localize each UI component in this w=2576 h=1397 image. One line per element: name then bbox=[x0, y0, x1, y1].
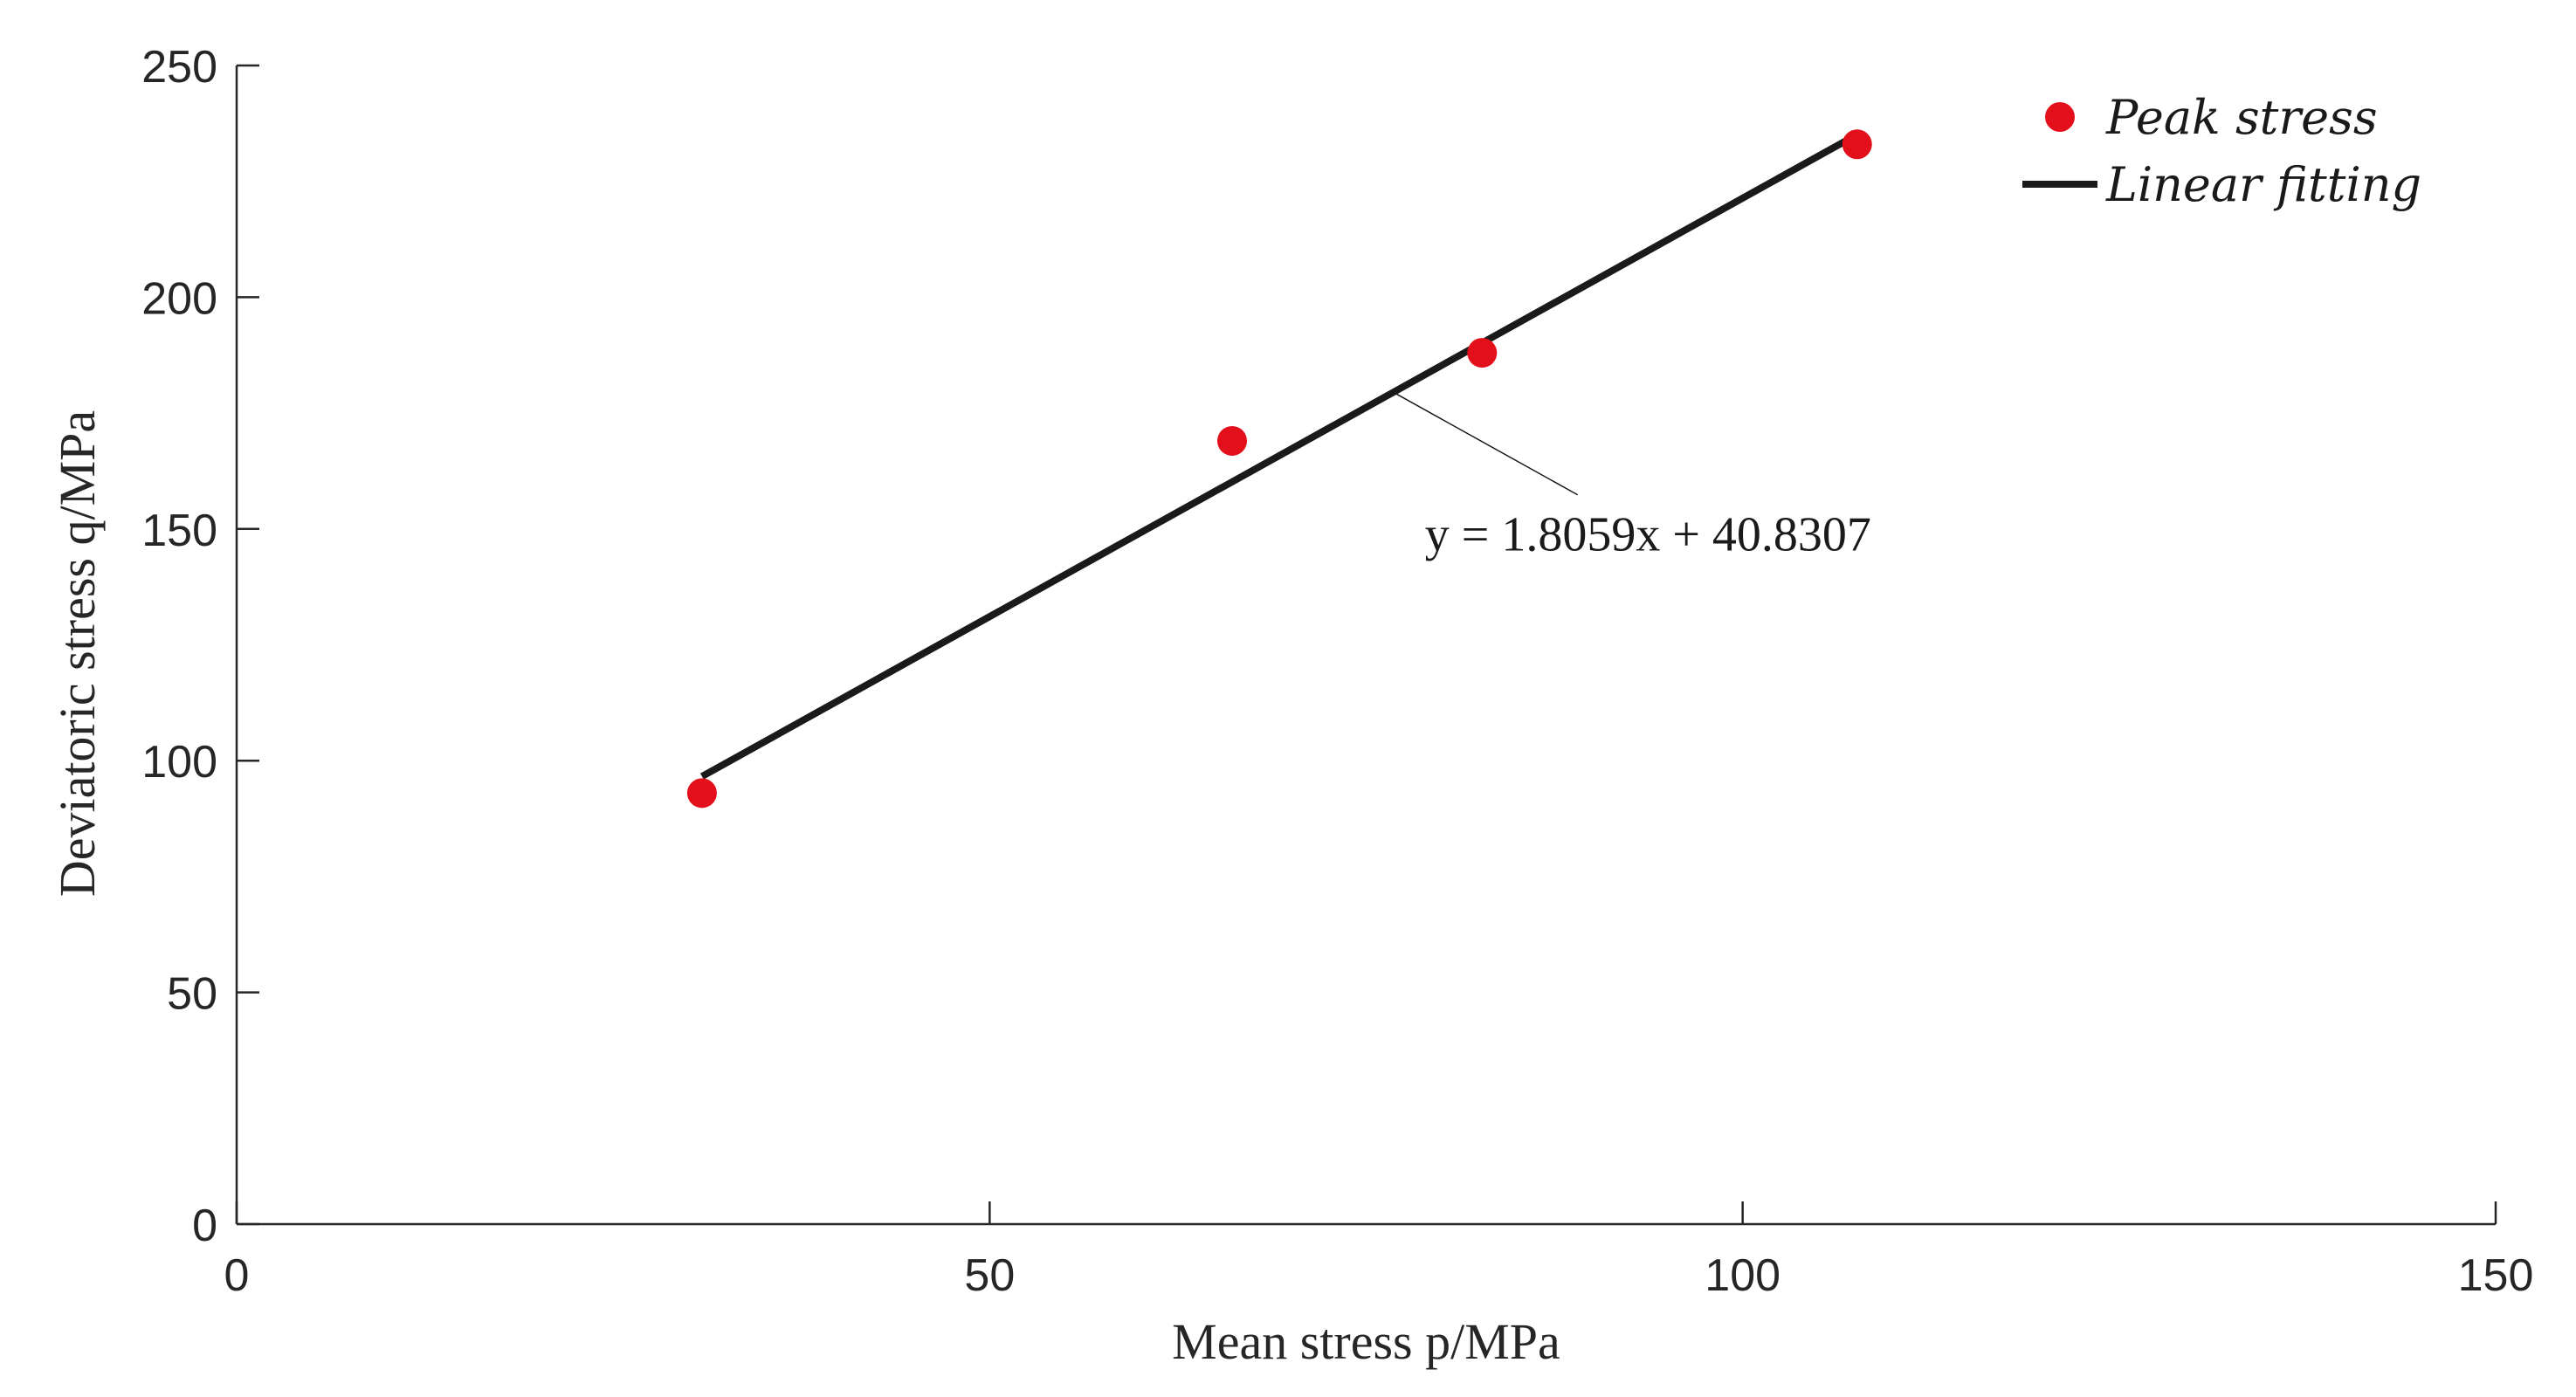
fit-line bbox=[699, 131, 1859, 780]
y-tick-label: 0 bbox=[192, 1201, 217, 1251]
data-point bbox=[1217, 425, 1248, 456]
y-ticks: 0 50 100 150 200 250 bbox=[141, 42, 259, 1251]
axes bbox=[235, 65, 2496, 1226]
data-point bbox=[686, 778, 717, 809]
x-ticks: 0 50 100 150 bbox=[224, 1201, 2534, 1301]
data-point bbox=[1842, 129, 1872, 160]
x-axis-title: Mean stress p/MPa bbox=[1172, 1313, 1560, 1370]
annotation-layer: y = 1.8059x + 40.8307 bbox=[1393, 391, 1871, 562]
x-tick-label: 150 bbox=[2458, 1250, 2534, 1301]
legend-label: Peak stress bbox=[2105, 90, 2378, 145]
y-tick-label: 100 bbox=[141, 737, 217, 788]
annotation-leader-line bbox=[1393, 391, 1579, 496]
plot-marks bbox=[686, 129, 1872, 809]
data-point bbox=[1467, 338, 1498, 368]
fit-equation-annotation: y = 1.8059x + 40.8307 bbox=[1425, 508, 1871, 562]
legend: Peak stress Linear fitting bbox=[2022, 90, 2421, 212]
x-tick-label: 0 bbox=[224, 1250, 250, 1301]
y-axis-title: Deviatoric stress q/MPa bbox=[49, 410, 106, 897]
y-tick-label: 150 bbox=[141, 506, 217, 556]
y-tick-label: 50 bbox=[167, 969, 217, 1020]
legend-marker-peak-stress bbox=[2045, 102, 2075, 132]
y-tick-label: 200 bbox=[141, 273, 217, 324]
x-tick-label: 100 bbox=[1705, 1250, 1780, 1301]
legend-label: Linear fitting bbox=[2105, 157, 2421, 212]
y-tick-label: 250 bbox=[141, 42, 217, 93]
x-tick-label: 50 bbox=[964, 1250, 1015, 1301]
